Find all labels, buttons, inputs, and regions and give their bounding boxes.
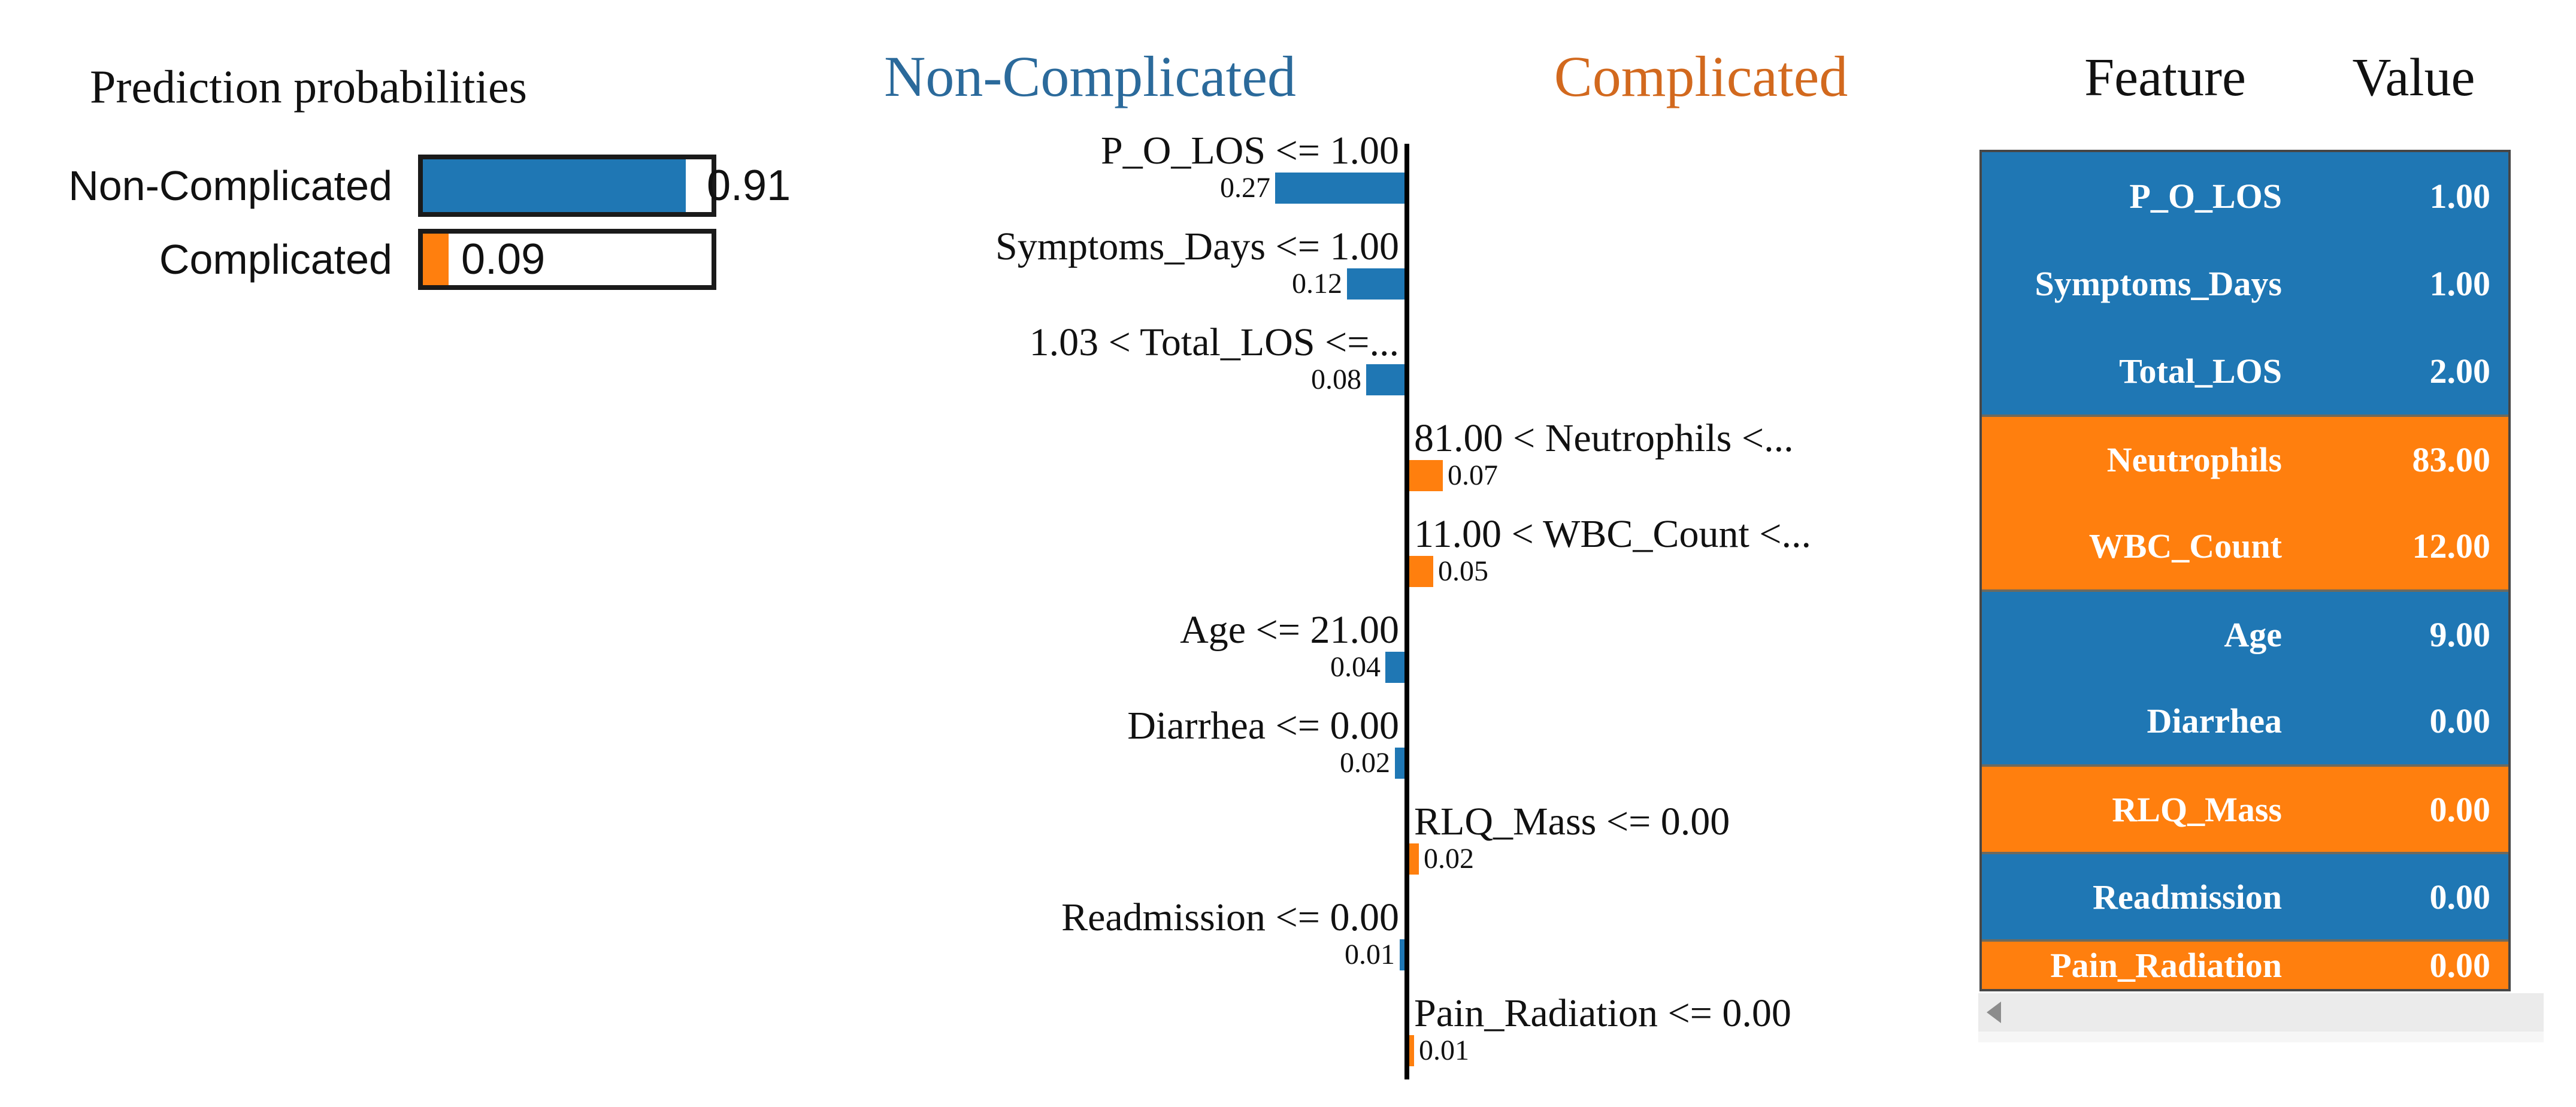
weight-value: 0.08 xyxy=(1311,364,1361,395)
table-row: P_O_LOS 1.00 xyxy=(1982,152,2508,240)
feature-condition-label: 81.00 < Neutrophils <... xyxy=(1414,416,1794,460)
weight-value: 0.12 xyxy=(1292,268,1342,300)
weight-value: 0.02 xyxy=(1340,747,1390,779)
table-row: Neutrophils 83.00 xyxy=(1982,415,2508,502)
feature-value-cell: 0.00 xyxy=(2429,946,2491,985)
weight-bar xyxy=(1409,556,1433,587)
table-row: RLQ_Mass 0.00 xyxy=(1982,764,2508,852)
feature-name-cell: Total_LOS xyxy=(2119,351,2282,391)
feature-value-cell: 9.00 xyxy=(2429,615,2491,654)
table-row: Pain_Radiation 0.00 xyxy=(1982,939,2508,989)
probability-bar-track xyxy=(418,155,716,217)
feature-name-cell: RLQ_Mass xyxy=(2112,790,2282,829)
probability-value: 0.09 xyxy=(461,235,546,283)
probability-bar-fill xyxy=(423,234,449,285)
feature-value-cell: 0.00 xyxy=(2429,701,2491,740)
weight-bar xyxy=(1347,268,1404,300)
feature-value-cell: 0.00 xyxy=(2429,877,2491,917)
weight-value: 0.07 xyxy=(1448,459,1498,491)
table-row: WBC_Count 12.00 xyxy=(1982,502,2508,589)
feature-value-cell: 1.00 xyxy=(2429,264,2491,303)
table-row: Symptoms_Days 1.00 xyxy=(1982,240,2508,327)
feature-value-table: P_O_LOS 1.00 Symptoms_Days 1.00 Total_LO… xyxy=(1979,150,2511,991)
feature-name-cell: Readmission xyxy=(2093,877,2282,917)
weight-bar xyxy=(1400,939,1404,970)
table-row: Readmission 0.00 xyxy=(1982,852,2508,939)
feature-condition-label: Diarrhea <= 0.00 xyxy=(1127,704,1399,748)
feature-name-cell: Age xyxy=(2224,615,2282,654)
probability-label-non-complicated: Non-Complicated xyxy=(68,162,392,209)
weight-bar xyxy=(1409,460,1443,491)
table-row: Diarrhea 0.00 xyxy=(1982,677,2508,764)
weight-bar xyxy=(1366,364,1404,395)
weight-value: 0.05 xyxy=(1438,555,1488,587)
weight-bar xyxy=(1409,843,1419,875)
feature-value-cell: 1.00 xyxy=(2429,176,2491,216)
weight-value: 0.04 xyxy=(1330,651,1381,683)
weight-value: 0.27 xyxy=(1220,172,1270,204)
probability-label-complicated: Complicated xyxy=(159,236,392,283)
feature-value-cell: 12.00 xyxy=(2412,526,2491,565)
feature-condition-label: Age <= 21.00 xyxy=(1180,608,1399,652)
feature-condition-label: 11.00 < WBC_Count <... xyxy=(1414,512,1811,556)
feature-condition-label: Pain_Radiation <= 0.00 xyxy=(1414,991,1791,1035)
table-row: Total_LOS 2.00 xyxy=(1982,327,2508,415)
horizontal-scrollbar[interactable] xyxy=(1978,993,2544,1032)
weight-value: 0.01 xyxy=(1345,939,1395,970)
center-axis-line xyxy=(1404,144,1409,1079)
prediction-title: Prediction probabilities xyxy=(90,61,528,113)
feature-condition-label: RLQ_Mass <= 0.00 xyxy=(1414,800,1730,843)
table-header-value: Value xyxy=(2352,48,2475,107)
feature-condition-label: 1.03 < Total_LOS <=... xyxy=(1029,320,1399,364)
class-header-non-complicated: Non-Complicated xyxy=(884,44,1296,108)
feature-condition-label: Readmission <= 0.00 xyxy=(1061,896,1399,939)
table-row: Age 9.00 xyxy=(1982,589,2508,677)
feature-name-cell: Symptoms_Days xyxy=(2035,264,2283,303)
weight-bar xyxy=(1409,1035,1414,1066)
feature-name-cell: Pain_Radiation xyxy=(2050,946,2282,985)
weight-bar xyxy=(1395,748,1404,779)
feature-condition-label: P_O_LOS <= 1.00 xyxy=(1101,129,1399,173)
weight-bar xyxy=(1385,652,1404,683)
feature-name-cell: WBC_Count xyxy=(2088,526,2282,565)
feature-name-cell: Diarrhea xyxy=(2147,701,2283,740)
weight-bar xyxy=(1275,173,1404,204)
feature-value-cell: 2.00 xyxy=(2429,351,2491,391)
probability-bar-track xyxy=(418,229,716,290)
probability-value: 0.91 xyxy=(707,162,791,210)
feature-name-cell: Neutrophils xyxy=(2106,440,2282,479)
table-header-feature: Feature xyxy=(2084,48,2246,107)
weight-value: 0.02 xyxy=(1424,843,1474,875)
probability-bar-fill xyxy=(423,159,686,212)
class-header-complicated: Complicated xyxy=(1554,44,1848,108)
feature-condition-label: Symptoms_Days <= 1.00 xyxy=(995,225,1399,268)
feature-value-cell: 83.00 xyxy=(2412,440,2491,479)
feature-name-cell: P_O_LOS xyxy=(2129,176,2282,216)
weight-value: 0.01 xyxy=(1419,1035,1469,1066)
scroll-left-arrow-icon[interactable] xyxy=(1987,1002,2001,1023)
scrollbar-lower-strip xyxy=(1978,1032,2544,1042)
feature-value-cell: 0.00 xyxy=(2429,790,2491,829)
